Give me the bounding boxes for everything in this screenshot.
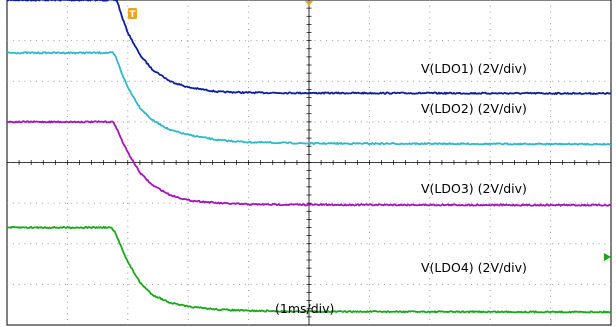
grid	[6, 0, 612, 326]
ground-level-marker	[604, 253, 611, 261]
trace-label-ldo2: V(LDO2) (2V/div)	[421, 101, 527, 116]
trace-label-ldo1: V(LDO1) (2V/div)	[421, 61, 527, 76]
x-axis-scale-label: (1ms/div)	[275, 301, 334, 316]
plot-area: T V(LDO1) (2V/div) V(LDO2) (2V/div) V(LD…	[6, 0, 612, 326]
markers: T	[128, 1, 611, 261]
trace-ldo2	[6, 51, 612, 146]
trace-label-ldo4: V(LDO4) (2V/div)	[421, 260, 527, 275]
trigger-marker-letter: T	[129, 10, 136, 20]
trigger-marker: T	[128, 8, 137, 20]
trigger-marker-box	[128, 8, 137, 19]
trace-ldo1	[6, 0, 612, 95]
labels: V(LDO1) (2V/div) V(LDO2) (2V/div) V(LDO3…	[275, 61, 527, 316]
trace-ldo3	[6, 120, 612, 207]
traces	[6, 0, 612, 314]
trace-ldo4	[6, 225, 612, 314]
trigger-position-marker	[305, 1, 313, 6]
trace-label-ldo3: V(LDO3) (2V/div)	[421, 181, 527, 196]
